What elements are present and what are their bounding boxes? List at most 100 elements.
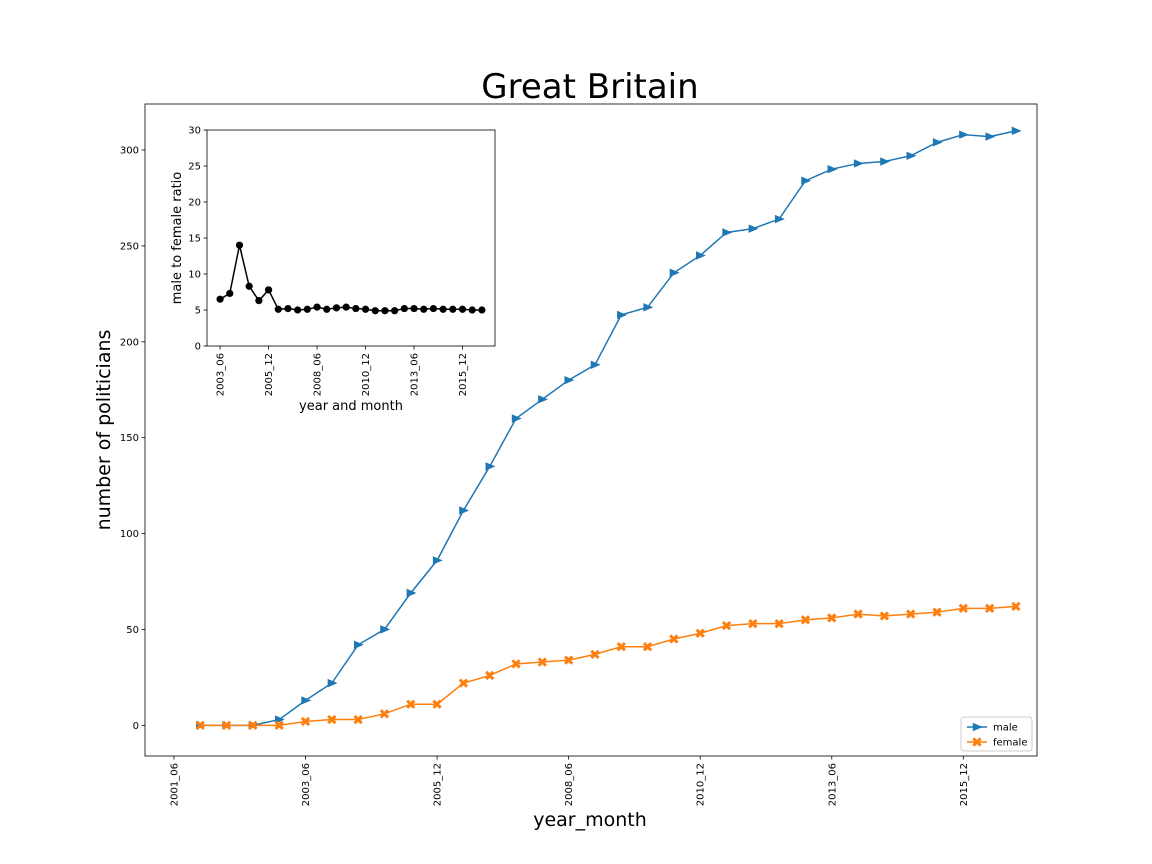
- female-data-point: [248, 720, 258, 730]
- inset-data-point: [274, 305, 282, 313]
- inset-plot-frame: [206, 129, 496, 347]
- male-data-point: [853, 159, 864, 168]
- inset-data-point: [284, 304, 292, 313]
- inset-data-point: [449, 305, 457, 313]
- inset-data-point: [226, 289, 234, 298]
- female-data-point: [274, 720, 284, 730]
- y-tick-label: 100: [120, 529, 139, 540]
- male-data-point: [432, 556, 443, 565]
- female-data-point: [379, 709, 390, 719]
- female-data-point: [195, 720, 205, 730]
- male-data-point: [327, 678, 338, 688]
- male-data-point: [774, 214, 785, 224]
- inset-data-point: [235, 241, 244, 249]
- female-data-point: [616, 642, 626, 652]
- inset-data-point: [400, 304, 408, 313]
- male-data-point: [380, 625, 391, 634]
- x-tick-label: 2010_12: [696, 763, 707, 806]
- female-data-point: [300, 716, 311, 727]
- male-data-point: [801, 176, 812, 185]
- x-tick-label: 2003_06: [301, 763, 312, 806]
- female-data-point: [721, 620, 732, 631]
- female-data-point: [669, 634, 679, 644]
- female-data-point: [1011, 601, 1021, 612]
- inset-data-point: [391, 307, 399, 315]
- x-tick-label: 2015_12: [959, 763, 970, 806]
- inset-data-point: [410, 304, 418, 313]
- female-data-point: [853, 609, 863, 619]
- inset-data-point: [429, 304, 438, 313]
- female-data-point: [958, 603, 968, 614]
- x-axis-label: year_month: [533, 809, 647, 831]
- y-tick-label: 50: [126, 625, 139, 636]
- inset-data-point: [352, 304, 360, 313]
- female-data-point: [327, 714, 337, 725]
- legend-label-female: female: [993, 738, 1027, 749]
- male-data-point: [459, 506, 470, 515]
- male-data-point: [827, 165, 838, 174]
- legend-marker-male: [972, 722, 983, 732]
- male-data-point: [301, 696, 312, 705]
- female-series-line: [200, 605, 1017, 727]
- inset-x-tick-label: 2015_12: [458, 353, 469, 396]
- inset-data-point: [420, 305, 428, 313]
- y-tick-label: 300: [120, 146, 139, 157]
- male-data-point: [880, 157, 891, 166]
- male-data-point: [643, 303, 654, 312]
- female-data-point: [563, 655, 574, 665]
- male-series-line: [200, 130, 1017, 727]
- inset-data-point: [439, 305, 447, 313]
- male-data-point: [1011, 126, 1022, 136]
- female-data-point: [748, 619, 758, 629]
- legend-label-male: male: [993, 723, 1018, 734]
- inset-data-point: [468, 306, 476, 314]
- female-data-point: [590, 649, 600, 660]
- male-data-point: [406, 588, 417, 598]
- inset-data-point: [361, 305, 370, 313]
- inset-data-point: [323, 305, 331, 313]
- x-tick-label: 2008_06: [564, 763, 575, 806]
- inset-data-point: [342, 303, 350, 311]
- male-data-point: [695, 251, 706, 260]
- inset-y-axis-label: male to female ratio: [170, 172, 185, 305]
- chart-title: Great Britain: [481, 67, 698, 107]
- female-data-point: [879, 611, 890, 621]
- male-data-point: [722, 228, 733, 237]
- inset-data-point: [458, 305, 467, 313]
- inset-y-tick-label: 10: [188, 270, 201, 281]
- inset-data-point: [294, 306, 302, 314]
- inset-x-tick-label: 2013_06: [410, 353, 421, 396]
- male-data-point: [590, 360, 601, 369]
- male-data-point: [748, 224, 759, 233]
- male-data-point: [353, 640, 364, 649]
- inset-data-point: [216, 295, 224, 303]
- inset-series-line: [219, 245, 482, 312]
- inset-x-tick-label: 2010_12: [361, 353, 372, 396]
- male-data-point: [932, 138, 943, 147]
- y-tick-label: 200: [120, 337, 139, 348]
- female-data-point: [406, 699, 416, 709]
- inset-y-tick-label: 25: [188, 162, 201, 173]
- female-data-point: [906, 609, 916, 619]
- legend-marker-female: [972, 737, 982, 747]
- female-data-point: [432, 699, 442, 709]
- inset-x-axis-label: year and month: [299, 399, 403, 414]
- female-data-point: [537, 657, 547, 667]
- male-data-point: [906, 151, 917, 160]
- male-data-point: [485, 462, 496, 471]
- inset-data-point: [381, 307, 389, 315]
- male-data-point: [985, 132, 996, 141]
- male-data-point: [617, 310, 627, 320]
- inset-plot-area: 0 5 10 15 20 25 30 2003_06 2005_12 2008_06 2010_12…: [188, 126, 496, 396]
- y-axis-label: number of politicians: [93, 330, 115, 531]
- male-data-point: [959, 130, 970, 139]
- male-data-point: [669, 268, 680, 277]
- inset-data-point: [255, 297, 263, 305]
- female-data-point: [221, 720, 232, 730]
- x-tick-label: 2005_12: [433, 763, 444, 806]
- legend: male female: [960, 716, 1033, 752]
- male-data-point: [538, 395, 549, 404]
- inset-x-tick-label: 2008_06: [313, 353, 324, 396]
- inset-y-tick-label: 30: [188, 126, 201, 137]
- inset-data-point: [371, 307, 379, 315]
